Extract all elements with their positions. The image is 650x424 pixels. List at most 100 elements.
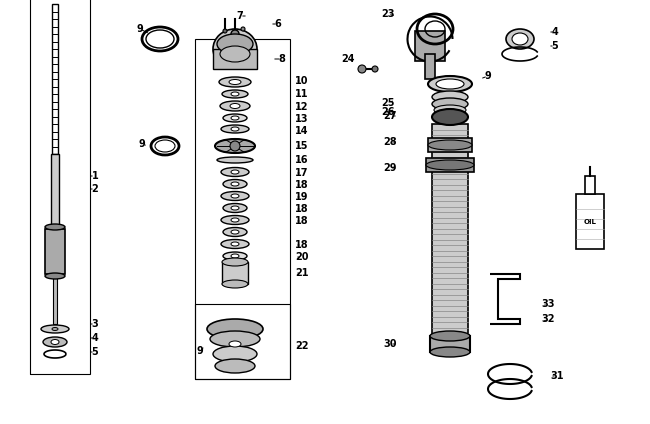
Circle shape bbox=[223, 29, 227, 33]
Ellipse shape bbox=[223, 204, 247, 212]
Text: 12: 12 bbox=[295, 102, 309, 112]
Text: 31: 31 bbox=[551, 371, 564, 381]
Circle shape bbox=[358, 65, 366, 73]
Text: 16: 16 bbox=[295, 155, 309, 165]
Text: 10: 10 bbox=[295, 76, 309, 86]
Text: 6: 6 bbox=[274, 19, 281, 29]
Ellipse shape bbox=[428, 140, 472, 150]
Bar bbox=[195, 304, 290, 379]
Ellipse shape bbox=[434, 105, 466, 115]
Text: 18: 18 bbox=[295, 216, 309, 226]
Text: 18: 18 bbox=[295, 204, 309, 214]
Bar bbox=[430, 336, 470, 352]
Bar bbox=[585, 176, 595, 194]
Text: 32: 32 bbox=[541, 314, 554, 324]
Text: 4: 4 bbox=[92, 333, 98, 343]
Ellipse shape bbox=[231, 127, 239, 131]
Text: 8: 8 bbox=[279, 54, 285, 64]
Ellipse shape bbox=[43, 337, 67, 347]
Ellipse shape bbox=[231, 254, 239, 258]
Bar bbox=[432, 124, 468, 344]
Ellipse shape bbox=[428, 76, 472, 92]
Ellipse shape bbox=[231, 116, 239, 120]
Bar bbox=[30, 0, 90, 374]
Text: 27: 27 bbox=[384, 111, 396, 121]
Text: 25: 25 bbox=[382, 98, 395, 108]
Ellipse shape bbox=[215, 139, 255, 153]
Text: 33: 33 bbox=[541, 299, 554, 309]
Text: 29: 29 bbox=[384, 163, 396, 173]
Ellipse shape bbox=[231, 170, 239, 174]
Text: 11: 11 bbox=[295, 89, 309, 99]
Ellipse shape bbox=[213, 346, 257, 362]
Ellipse shape bbox=[230, 103, 240, 109]
Bar bbox=[576, 194, 604, 249]
Ellipse shape bbox=[231, 230, 239, 234]
Bar bbox=[52, 4, 58, 154]
Text: 20: 20 bbox=[295, 252, 309, 262]
Ellipse shape bbox=[215, 359, 255, 373]
Text: OIL: OIL bbox=[584, 219, 597, 225]
Text: 28: 28 bbox=[384, 137, 396, 147]
Bar bbox=[222, 262, 248, 284]
Ellipse shape bbox=[221, 125, 249, 133]
Text: 21: 21 bbox=[295, 268, 309, 278]
Text: 5: 5 bbox=[552, 41, 558, 51]
Bar bbox=[428, 138, 472, 152]
Bar bbox=[213, 49, 257, 69]
Ellipse shape bbox=[222, 90, 248, 98]
Ellipse shape bbox=[52, 327, 58, 330]
Text: 2: 2 bbox=[92, 184, 98, 194]
Ellipse shape bbox=[506, 29, 534, 49]
Bar bbox=[425, 54, 435, 79]
Ellipse shape bbox=[45, 273, 65, 279]
Text: 19: 19 bbox=[295, 192, 309, 202]
Ellipse shape bbox=[231, 242, 239, 246]
Ellipse shape bbox=[51, 340, 59, 344]
Ellipse shape bbox=[231, 92, 239, 96]
Ellipse shape bbox=[217, 34, 253, 54]
Ellipse shape bbox=[221, 240, 249, 248]
Ellipse shape bbox=[45, 224, 65, 230]
Bar bbox=[51, 154, 59, 229]
Text: 18: 18 bbox=[295, 180, 309, 190]
Text: 4: 4 bbox=[552, 27, 558, 37]
Text: 23: 23 bbox=[382, 9, 395, 19]
Ellipse shape bbox=[223, 228, 247, 237]
Ellipse shape bbox=[222, 258, 248, 266]
Ellipse shape bbox=[207, 319, 263, 339]
Bar bbox=[426, 158, 474, 172]
Ellipse shape bbox=[231, 206, 239, 210]
Ellipse shape bbox=[217, 157, 253, 163]
Ellipse shape bbox=[213, 29, 257, 69]
Ellipse shape bbox=[223, 252, 247, 260]
Ellipse shape bbox=[512, 33, 528, 45]
Ellipse shape bbox=[221, 192, 249, 201]
Text: 26: 26 bbox=[382, 107, 395, 117]
Circle shape bbox=[231, 30, 239, 38]
Ellipse shape bbox=[41, 325, 69, 333]
Text: 15: 15 bbox=[295, 141, 309, 151]
Text: 17: 17 bbox=[295, 168, 309, 178]
Circle shape bbox=[230, 141, 240, 151]
Ellipse shape bbox=[210, 331, 260, 347]
Bar bbox=[53, 274, 57, 324]
Text: 9: 9 bbox=[136, 24, 144, 34]
Text: 18: 18 bbox=[295, 240, 309, 250]
Text: 3: 3 bbox=[92, 319, 98, 329]
Ellipse shape bbox=[219, 77, 251, 87]
Ellipse shape bbox=[229, 341, 241, 347]
Ellipse shape bbox=[430, 331, 470, 341]
Text: 13: 13 bbox=[295, 114, 309, 124]
Text: 1: 1 bbox=[92, 171, 98, 181]
Circle shape bbox=[372, 66, 378, 72]
Ellipse shape bbox=[426, 160, 474, 170]
Bar bbox=[415, 31, 445, 61]
Ellipse shape bbox=[220, 101, 250, 111]
Ellipse shape bbox=[432, 109, 468, 125]
Text: 5: 5 bbox=[92, 347, 98, 357]
Text: 9: 9 bbox=[485, 71, 491, 81]
Text: 24: 24 bbox=[341, 54, 355, 64]
Ellipse shape bbox=[231, 218, 239, 222]
Text: 9: 9 bbox=[138, 139, 146, 149]
